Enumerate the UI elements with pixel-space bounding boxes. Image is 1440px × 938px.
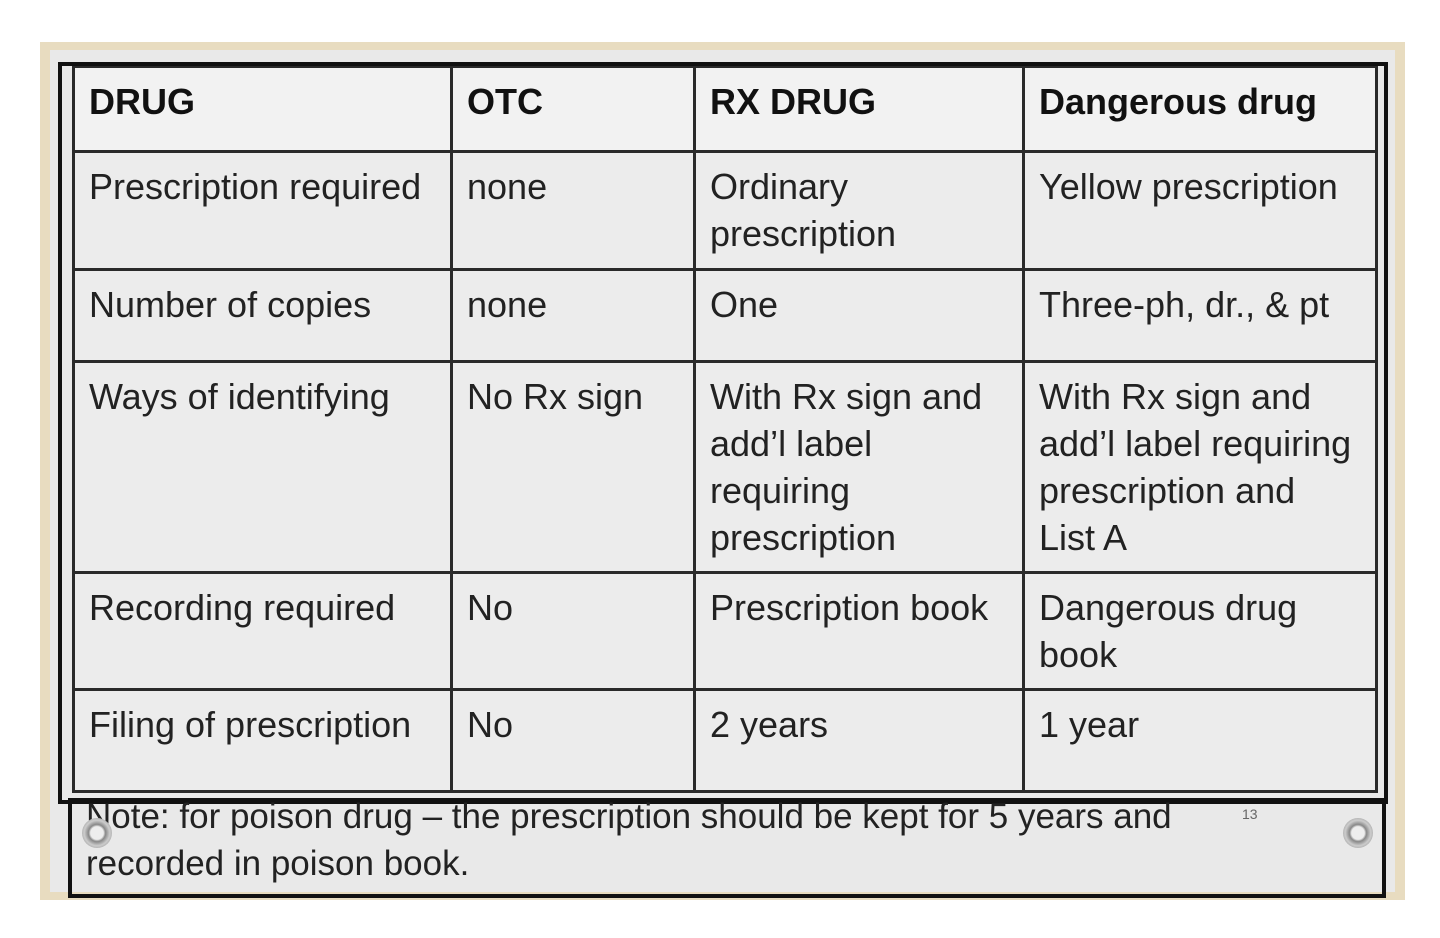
table-row: Filing of prescription No 2 years 1 year (72, 688, 1378, 793)
table-cell: Prescription book (693, 571, 1025, 691)
table-cell: With Rx sign and add’l label requiring p… (693, 360, 1025, 574)
pin (1343, 818, 1373, 848)
table: DRUG OTC RX DRUG Dangerous drug Prescription… (72, 65, 1378, 793)
header-cell: Dangerous drug (1022, 65, 1378, 153)
table-cell: Yellow prescription (1022, 150, 1378, 271)
table-cell: Ways of identifying (72, 360, 453, 574)
table-row: Prescription required none Ordinary prescr… (72, 150, 1378, 271)
table-cell: Dangerous drug book (1022, 571, 1378, 691)
table-cell: none (450, 268, 696, 363)
table-row: Recording required No Prescription book Dan… (72, 571, 1378, 691)
table-cell: No (450, 571, 696, 691)
header-cell: OTC (450, 65, 696, 153)
table-cell: Recording required (72, 571, 453, 691)
table-cell: Number of copies (72, 268, 453, 363)
page-number: 13 (1242, 806, 1258, 822)
table-cell: One (693, 268, 1025, 363)
table-row: DRUG OTC RX DRUG Dangerous drug (72, 65, 1378, 153)
pin (82, 818, 112, 848)
table-cell: Ordinary prescription (693, 150, 1025, 271)
table-cell: With Rx sign and add’l label requiring p… (1022, 360, 1378, 574)
outline-box (58, 62, 1388, 804)
table-cell: Filing of prescription (72, 688, 453, 793)
header-cell: DRUG (72, 65, 453, 153)
header-cell: RX DRUG (693, 65, 1025, 153)
table-cell: Prescription required (72, 150, 453, 271)
table-cell: No (450, 688, 696, 793)
table-cell: 1 year (1022, 688, 1378, 793)
table-cell: No Rx sign (450, 360, 696, 574)
table-row: Ways of identifying No Rx sign With Rx sig… (72, 360, 1378, 574)
table-cell: Three-ph, dr., & pt (1022, 268, 1378, 363)
outline-box (68, 798, 1386, 898)
note: Note: for poison drug – the prescription… (86, 797, 1172, 883)
table-cell: 2 years (693, 688, 1025, 793)
table-row: Number of copies none One Three-ph, dr., & … (72, 268, 1378, 363)
table-cell: none (450, 150, 696, 271)
